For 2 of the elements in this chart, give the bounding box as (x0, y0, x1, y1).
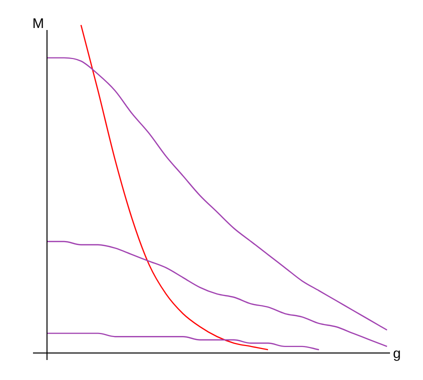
y-axis-title: M (32, 14, 44, 31)
x-axis-title: g (393, 344, 401, 361)
